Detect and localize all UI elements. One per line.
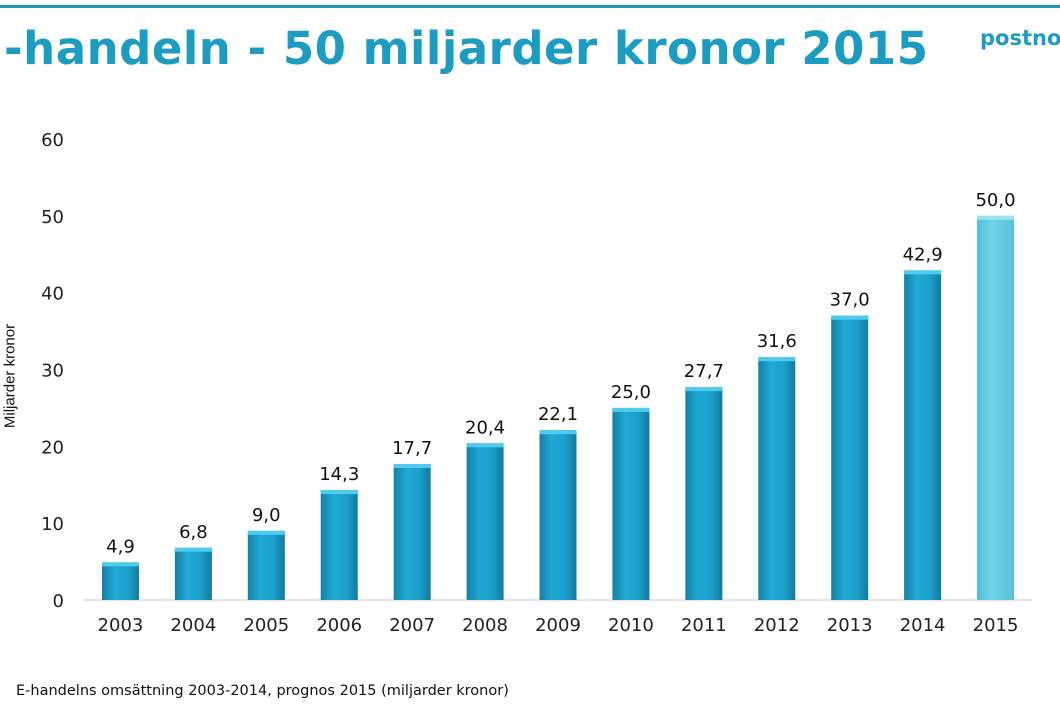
data-label: 42,9 bbox=[903, 244, 943, 265]
x-tick-label: 2011 bbox=[681, 615, 727, 636]
bar-2013 bbox=[831, 315, 869, 600]
bar-2009 bbox=[539, 430, 577, 600]
data-label: 31,6 bbox=[757, 331, 797, 352]
x-tick-label: 2003 bbox=[98, 615, 144, 636]
x-tick-label: 2015 bbox=[973, 615, 1019, 636]
bar-2014 bbox=[904, 270, 942, 600]
bar-2010 bbox=[612, 407, 650, 600]
x-tick-label: 2012 bbox=[754, 615, 800, 636]
bar-top-highlight bbox=[539, 430, 577, 435]
data-label: 17,7 bbox=[392, 438, 432, 459]
x-tick-label: 2004 bbox=[170, 615, 216, 636]
bar-2008 bbox=[466, 443, 504, 600]
bar-2015 bbox=[977, 215, 1015, 600]
data-label: 37,0 bbox=[830, 290, 870, 311]
page-title: -handeln - 50 miljarder kronor 2015 bbox=[4, 22, 929, 75]
y-tick-label: 40 bbox=[41, 284, 64, 305]
bar-2006 bbox=[320, 490, 358, 600]
bar-2007 bbox=[393, 464, 431, 600]
data-label: 14,3 bbox=[319, 464, 359, 485]
x-tick-label: 2008 bbox=[462, 615, 508, 636]
brand-logo: postno bbox=[980, 26, 1060, 50]
bar-top-highlight bbox=[174, 547, 212, 552]
bar-top-highlight bbox=[393, 464, 431, 469]
bar-2011 bbox=[685, 387, 723, 600]
data-label: 9,0 bbox=[252, 505, 281, 526]
y-tick-label: 30 bbox=[41, 361, 64, 382]
bar-chart: 0 10 20 30 40 50 60 2003 2004 2005 2006 2007 2008 20… bbox=[41, 130, 1032, 636]
bar-top-highlight bbox=[247, 530, 285, 535]
bar-2005 bbox=[247, 530, 285, 600]
y-tick-label: 10 bbox=[41, 514, 64, 535]
y-tick-label: 50 bbox=[41, 207, 64, 228]
x-tick-label: 2005 bbox=[243, 615, 289, 636]
x-tick-label: 2009 bbox=[535, 615, 581, 636]
bar-top-highlight bbox=[977, 215, 1015, 220]
bar-top-highlight bbox=[101, 562, 139, 567]
x-tick-label: 2010 bbox=[608, 615, 654, 636]
bar-top-highlight bbox=[685, 387, 723, 392]
data-label: 4,9 bbox=[106, 536, 135, 557]
bar-top-highlight bbox=[904, 270, 942, 275]
top-rule bbox=[0, 5, 1060, 8]
data-label: 22,1 bbox=[538, 404, 578, 425]
bar-top-highlight bbox=[320, 490, 358, 495]
chart-caption: E-handelns omsättning 2003-2014, prognos… bbox=[16, 683, 509, 699]
bar-top-highlight bbox=[612, 407, 650, 412]
x-tick-label: 2014 bbox=[900, 615, 946, 636]
data-label: 25,0 bbox=[611, 382, 651, 403]
data-label: 6,8 bbox=[179, 522, 208, 543]
bar-2004 bbox=[174, 547, 212, 600]
bar-2003 bbox=[101, 562, 139, 600]
x-tick-label: 2006 bbox=[316, 615, 362, 636]
bar-top-highlight bbox=[831, 315, 869, 320]
data-label: 50,0 bbox=[975, 190, 1015, 211]
bar-top-highlight bbox=[466, 443, 504, 448]
data-label: 27,7 bbox=[684, 361, 724, 382]
y-tick-label: 20 bbox=[41, 437, 64, 458]
data-label: 20,4 bbox=[465, 417, 505, 438]
x-tick-label: 2007 bbox=[389, 615, 435, 636]
x-tick-label: 2013 bbox=[827, 615, 873, 636]
bar-2012 bbox=[758, 357, 796, 600]
y-tick-label: 60 bbox=[41, 130, 64, 151]
y-tick-label: 0 bbox=[53, 591, 64, 612]
bar-top-highlight bbox=[758, 357, 796, 362]
